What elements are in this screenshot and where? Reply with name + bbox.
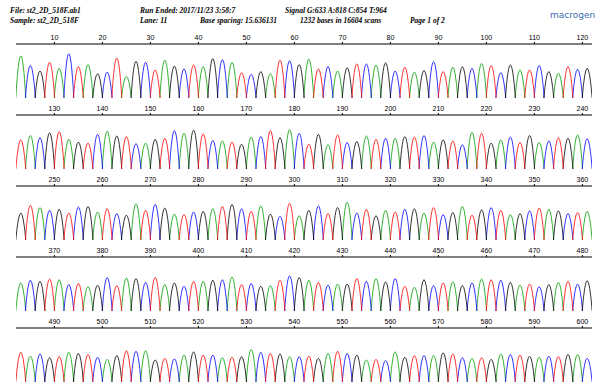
svg-text:550: 550	[337, 318, 349, 325]
svg-text:90: 90	[435, 34, 443, 41]
svg-text:530: 530	[241, 318, 253, 325]
svg-text:40: 40	[195, 34, 203, 41]
svg-text:590: 590	[529, 318, 541, 325]
svg-text:70: 70	[339, 34, 347, 41]
svg-text:440: 440	[385, 247, 397, 254]
html-text:macrogen: macrogen	[550, 10, 596, 20]
html-text:1232 bases in 16604 scans: 1232 bases in 16604 scans	[300, 16, 382, 25]
svg-text:320: 320	[385, 176, 397, 183]
svg-text:370: 370	[49, 247, 61, 254]
svg-text:140: 140	[97, 105, 109, 112]
svg-text:540: 540	[289, 318, 301, 325]
html-text:Signal G:633 A:818 C:854 T:964: Signal G:633 A:818 C:854 T:964	[285, 6, 387, 15]
svg-text:360: 360	[577, 176, 589, 183]
html-text:Page 1 of 2: Page 1 of 2	[410, 16, 445, 25]
svg-text:420: 420	[289, 247, 301, 254]
svg-text:170: 170	[241, 105, 253, 112]
svg-text:110: 110	[529, 34, 540, 41]
svg-text:340: 340	[481, 176, 493, 183]
svg-text:480: 480	[577, 247, 589, 254]
html-text:Run Ended: 2017/11/23 3:58:7: Run Ended: 2017/11/23 3:58:7	[140, 6, 236, 15]
svg-text:390: 390	[145, 247, 157, 254]
svg-text:460: 460	[481, 247, 493, 254]
svg-text:410: 410	[241, 247, 253, 254]
html-text:Base spacing: 15.636131: Base spacing: 15.636131	[200, 16, 277, 25]
svg-text:250: 250	[49, 176, 61, 183]
svg-text:20: 20	[99, 34, 107, 41]
html-text:Lane: 11: Lane: 11	[140, 16, 168, 25]
svg-text:510: 510	[145, 318, 157, 325]
svg-text:220: 220	[481, 105, 493, 112]
svg-text:330: 330	[433, 176, 445, 183]
svg-text:570: 570	[433, 318, 445, 325]
svg-text:160: 160	[193, 105, 205, 112]
svg-text:310: 310	[337, 176, 349, 183]
svg-text:300: 300	[289, 176, 301, 183]
svg-text:270: 270	[145, 176, 157, 183]
svg-text:490: 490	[49, 318, 61, 325]
svg-text:240: 240	[577, 105, 589, 112]
svg-text:130: 130	[49, 105, 61, 112]
svg-text:470: 470	[529, 247, 541, 254]
svg-text:230: 230	[529, 105, 541, 112]
svg-text:120: 120	[577, 34, 589, 41]
svg-text:260: 260	[97, 176, 109, 183]
svg-text:60: 60	[291, 34, 299, 41]
svg-text:380: 380	[97, 247, 109, 254]
svg-text:280: 280	[193, 176, 205, 183]
svg-text:210: 210	[433, 105, 445, 112]
svg-text:600: 600	[577, 318, 589, 325]
svg-text:290: 290	[241, 176, 253, 183]
svg-text:450: 450	[433, 247, 445, 254]
svg-text:190: 190	[337, 105, 349, 112]
svg-text:500: 500	[97, 318, 109, 325]
svg-text:350: 350	[529, 176, 541, 183]
svg-text:10: 10	[51, 34, 59, 41]
svg-text:520: 520	[193, 318, 205, 325]
svg-text:430: 430	[337, 247, 349, 254]
html-text:Sample: st2_2D_518F: Sample: st2_2D_518F	[10, 16, 79, 25]
svg-text:180: 180	[289, 105, 301, 112]
svg-text:400: 400	[193, 247, 205, 254]
svg-text:80: 80	[387, 34, 395, 41]
svg-text:50: 50	[243, 34, 251, 41]
svg-text:580: 580	[481, 318, 493, 325]
svg-text:200: 200	[385, 105, 397, 112]
svg-text:100: 100	[481, 34, 493, 41]
svg-text:30: 30	[147, 34, 155, 41]
svg-text:560: 560	[385, 318, 397, 325]
html-text:File: st2_2D_518F.ab1: File: st2_2D_518F.ab1	[10, 6, 81, 15]
svg-text:150: 150	[145, 105, 157, 112]
